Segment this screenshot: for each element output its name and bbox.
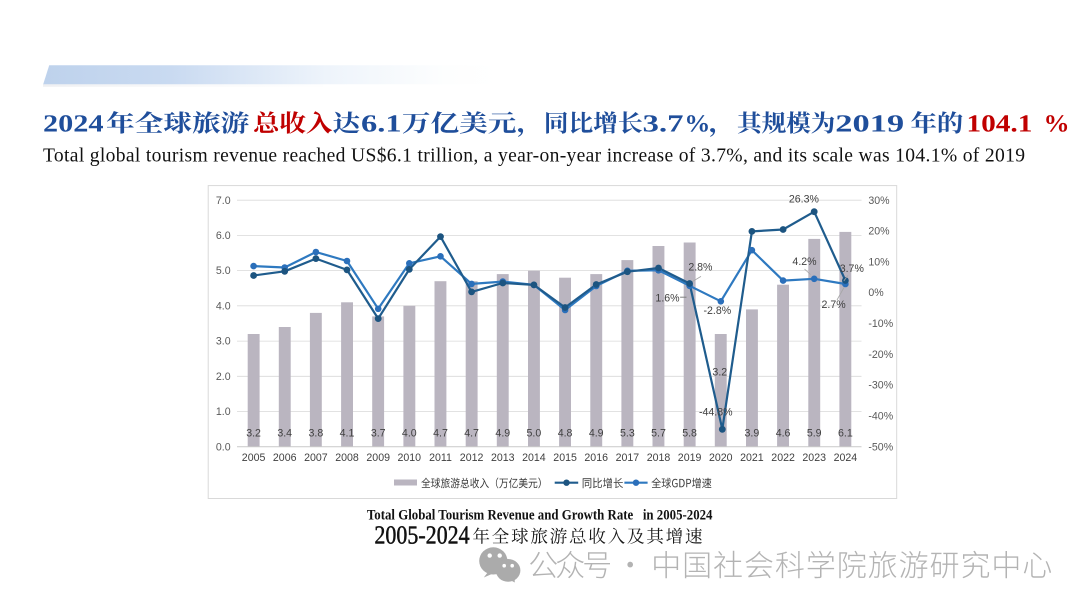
svg-text:2012: 2012 <box>460 452 484 464</box>
svg-text:-40%: -40% <box>868 411 893 423</box>
svg-text:-10%: -10% <box>868 318 893 330</box>
svg-text:30%: 30% <box>868 195 890 207</box>
svg-text:1.6%: 1.6% <box>655 292 680 304</box>
svg-text:2023: 2023 <box>802 452 826 464</box>
svg-text:2013: 2013 <box>491 452 515 464</box>
svg-text:2020: 2020 <box>709 452 733 464</box>
svg-text:3.7: 3.7 <box>371 428 386 440</box>
svg-text:2.8%: 2.8% <box>688 262 713 274</box>
svg-text:2015: 2015 <box>553 452 577 464</box>
svg-text:4.7: 4.7 <box>464 428 479 440</box>
svg-text:6.0: 6.0 <box>216 230 231 242</box>
svg-text:3.9: 3.9 <box>745 428 760 440</box>
svg-text:2016: 2016 <box>584 452 608 464</box>
svg-text:0.0: 0.0 <box>216 441 231 453</box>
svg-text:2018: 2018 <box>647 452 671 464</box>
svg-text:0%: 0% <box>868 287 884 299</box>
svg-text:-50%: -50% <box>868 441 893 453</box>
svg-text:-44.8%: -44.8% <box>699 406 733 418</box>
svg-text:2014: 2014 <box>522 452 546 464</box>
svg-text:3.2: 3.2 <box>712 366 727 378</box>
svg-text:4.1: 4.1 <box>340 428 355 440</box>
svg-text:5.7: 5.7 <box>651 428 666 440</box>
svg-text:4.8: 4.8 <box>558 428 573 440</box>
svg-text:2005: 2005 <box>242 452 266 464</box>
svg-text:3.7%: 3.7% <box>840 263 865 275</box>
svg-text:1.0: 1.0 <box>216 406 231 418</box>
svg-text:2019: 2019 <box>678 452 702 464</box>
svg-text:4.0: 4.0 <box>216 300 231 312</box>
svg-text:2.0: 2.0 <box>216 371 231 383</box>
svg-text:3.8: 3.8 <box>309 428 324 440</box>
svg-text:Total global tourism revenue r: Total global tourism revenue reached US$… <box>43 145 1025 166</box>
svg-text:2011: 2011 <box>429 452 452 464</box>
svg-text:Total Global Tourism Revenue a: Total Global Tourism Revenue and Growth … <box>367 508 713 524</box>
svg-text:4.0: 4.0 <box>402 428 417 440</box>
svg-text:10%: 10% <box>868 256 890 268</box>
svg-text:2007: 2007 <box>304 452 328 464</box>
svg-text:4.7: 4.7 <box>433 428 448 440</box>
svg-text:2024: 2024 <box>834 452 858 464</box>
svg-text:5.9: 5.9 <box>807 428 822 440</box>
svg-text:-2.8%: -2.8% <box>703 305 731 317</box>
svg-text:2006: 2006 <box>273 452 297 464</box>
svg-text:4.6: 4.6 <box>776 428 791 440</box>
svg-text:-20%: -20% <box>868 349 893 361</box>
svg-text:2.7%: 2.7% <box>822 299 847 311</box>
svg-text:2009: 2009 <box>366 452 390 464</box>
svg-text:20%: 20% <box>868 226 890 238</box>
svg-text:5.0: 5.0 <box>527 428 542 440</box>
svg-text:26.3%: 26.3% <box>789 193 820 205</box>
svg-text:2010: 2010 <box>398 452 422 464</box>
svg-text:4.9: 4.9 <box>495 428 510 440</box>
svg-text:3.0: 3.0 <box>216 336 231 348</box>
svg-text:2021: 2021 <box>740 452 764 464</box>
svg-text:-30%: -30% <box>868 380 893 392</box>
svg-text:2008: 2008 <box>335 452 359 464</box>
svg-text:2017: 2017 <box>616 452 640 464</box>
svg-text:2022: 2022 <box>771 452 795 464</box>
svg-text:3.4: 3.4 <box>277 428 292 440</box>
svg-text:4.2%: 4.2% <box>792 256 817 268</box>
svg-text:7.0: 7.0 <box>216 195 231 207</box>
svg-text:5.3: 5.3 <box>620 428 635 440</box>
svg-text:4.9: 4.9 <box>589 428 604 440</box>
svg-text:3.2: 3.2 <box>246 428 261 440</box>
svg-text:5.0: 5.0 <box>216 265 231 277</box>
svg-text:6.1: 6.1 <box>838 428 853 440</box>
svg-text:5.8: 5.8 <box>682 428 697 440</box>
